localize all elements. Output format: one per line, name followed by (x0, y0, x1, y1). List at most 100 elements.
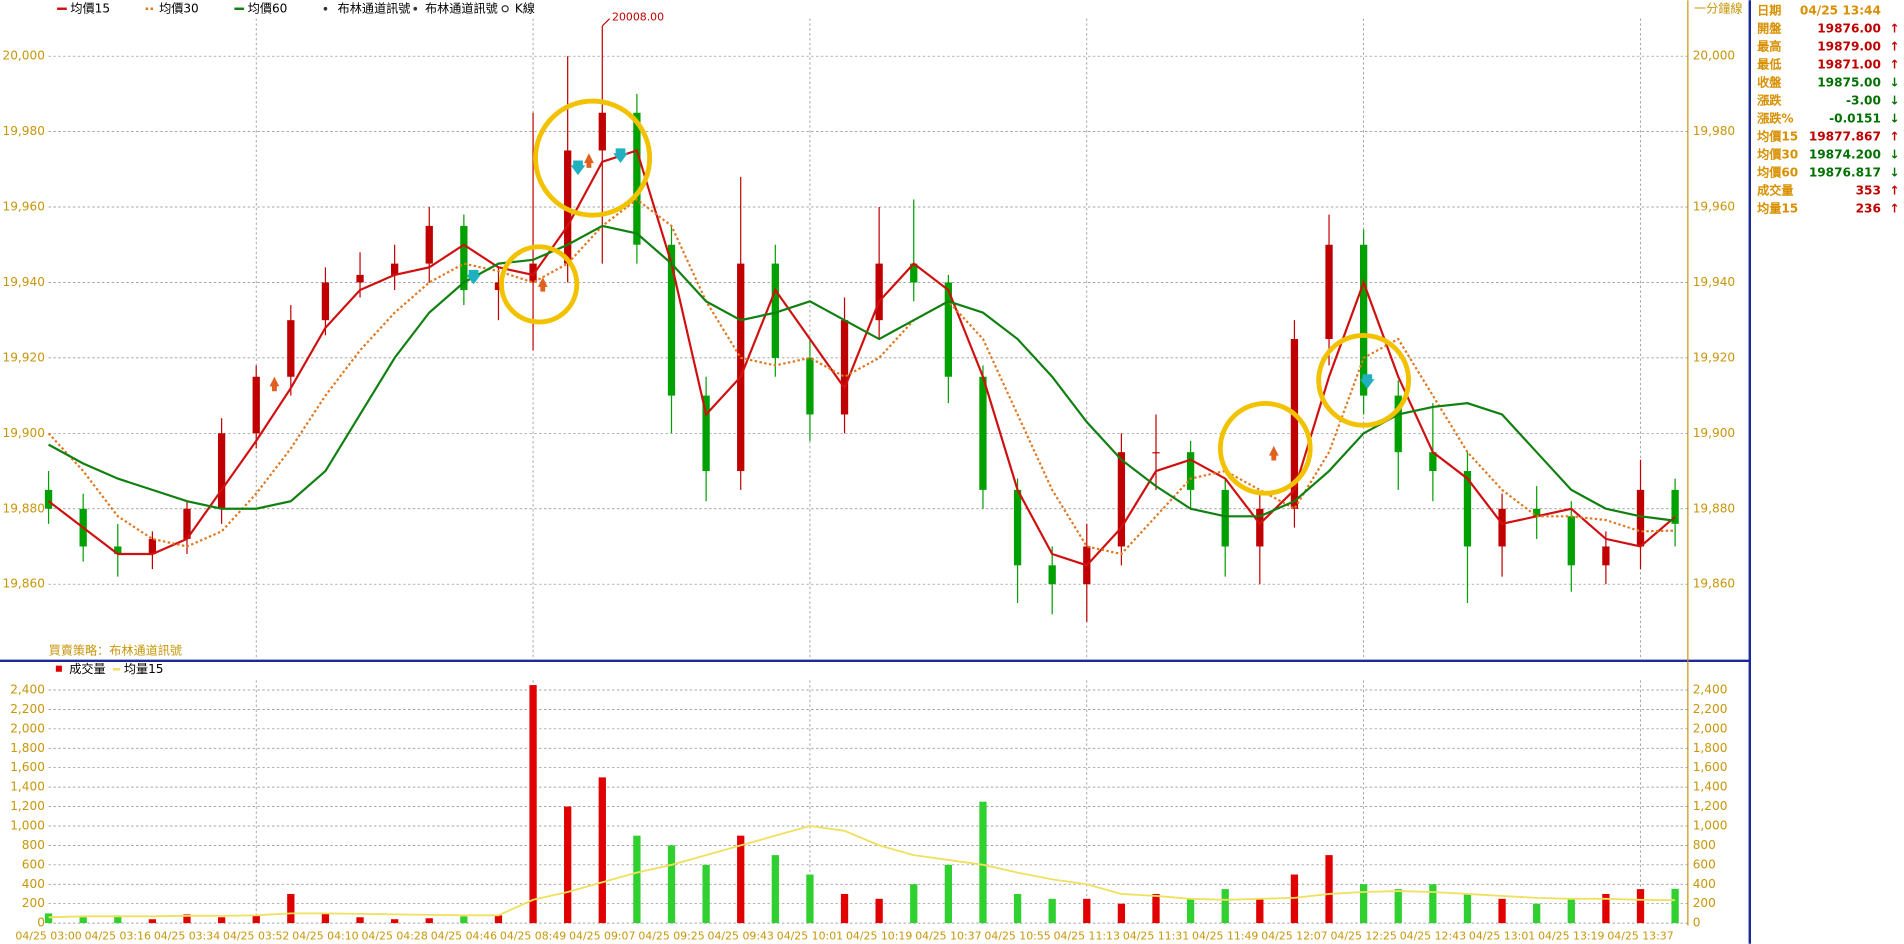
y2-tick-label: 400 (1693, 877, 1716, 891)
volume-ma-line (48, 825, 1676, 919)
y2-tick-label: 0 (1693, 916, 1701, 930)
volume-bar (1533, 903, 1541, 924)
volume-bar (183, 914, 191, 924)
volume-bar (1256, 898, 1264, 924)
x-tick-label: 04/25 03:34 (154, 929, 220, 942)
legend-label: 均量15 (124, 662, 164, 676)
candle-body (1117, 452, 1126, 547)
info-value: -0.0151 (1829, 112, 1881, 126)
candle-body (1636, 489, 1645, 547)
y-tick-label: 800 (22, 838, 45, 852)
x-tick-label: 04/25 09:07 (569, 929, 635, 942)
x-tick-label: 04/25 10:37 (915, 929, 981, 942)
highlight-circle (533, 98, 653, 218)
y2-tick-label: 2,000 (1693, 721, 1728, 735)
candle-body (1602, 546, 1610, 566)
x-tick-label: 04/25 03:16 (85, 929, 151, 942)
volume-bar (1290, 874, 1299, 924)
y-tick-label: 200 (22, 896, 45, 910)
volume-bar (425, 918, 433, 924)
y-tick-label: 2,400 (10, 682, 45, 696)
volume-bar (252, 915, 260, 924)
volume-bar (806, 874, 814, 924)
volume-bar (114, 915, 122, 924)
x-tick-label: 04/25 13:01 (1469, 929, 1535, 942)
highlight-circle (1316, 332, 1411, 428)
peak-leader (601, 18, 611, 27)
info-label: 成交量 (1757, 182, 1793, 197)
y-tick-label: 19,960 (2, 200, 44, 214)
y2-tick-label: 200 (1693, 896, 1716, 910)
x-tick-label: 04/25 04:46 (431, 929, 497, 942)
volume-bar (633, 835, 641, 924)
x-tick-label: 04/25 04:10 (292, 929, 358, 942)
candle-body (633, 112, 641, 245)
candle-body (1394, 395, 1402, 453)
sell-arrow (613, 148, 628, 163)
y2-tick-label: 19,860 (1693, 577, 1735, 591)
info-value: 19876.817 (1809, 165, 1881, 179)
info-label: 均價15 (1757, 128, 1798, 143)
candle-body (598, 112, 606, 151)
legend-label: 布林通道訊號 (425, 0, 498, 15)
x-tick-label: 04/25 08:49 (500, 929, 566, 942)
candle-body (148, 538, 157, 555)
info-arrow: ↑ (1889, 40, 1899, 54)
signal-arrows (269, 148, 1375, 461)
x-tick-label: 04/25 12:25 (1330, 929, 1396, 942)
strategy-label: 買賣策略：布林通道訊號 (49, 643, 182, 658)
volume-bar (356, 917, 364, 924)
x-tick-label: 04/25 10:55 (984, 929, 1050, 942)
legend-label: 均價60 (248, 1, 288, 15)
buy-arrow (537, 277, 548, 292)
volume-bar (1567, 898, 1575, 924)
volume-bar (1394, 889, 1402, 924)
candle-body (1498, 508, 1506, 547)
highlight-circles (499, 98, 1411, 496)
y-tick-label: 1,200 (10, 799, 45, 813)
legend: 均價15 均價30 均價60 布林通道訊號 布林通道訊號 K線 (57, 0, 535, 15)
volume-bar (1602, 893, 1610, 924)
candle-body (494, 282, 503, 291)
y-tick-label: 1,800 (10, 741, 45, 755)
volume-bar (598, 777, 606, 924)
y-tick-label: 1,400 (10, 780, 45, 794)
info-arrow: ↓ (1889, 94, 1899, 108)
candle-body (944, 282, 952, 377)
x-tick-label: 04/25 13:37 (1607, 929, 1673, 942)
highlight-circle (499, 244, 580, 325)
y-tick-label: 20,000 (2, 49, 44, 63)
volume-bar (1152, 893, 1160, 924)
x-tick-label: 04/25 04:28 (361, 929, 427, 942)
info-value: -3.00 (1846, 94, 1881, 108)
x-tick-label: 04/25 03:52 (223, 929, 289, 942)
volume-bar (737, 835, 745, 924)
candle-body (1671, 489, 1679, 524)
grid: 19,860 19,860 19,880 19,880 19,900 19,900 19,9… (2, 18, 1735, 942)
volume-bar (1498, 898, 1506, 924)
volume-bar (979, 801, 987, 924)
legend-swatch (413, 6, 418, 11)
info-arrow: ↑ (1889, 183, 1899, 197)
info-arrow: ↑ (1889, 58, 1899, 72)
legend-label: 布林通道訊號 (338, 0, 411, 15)
x-tick-label: 04/25 03:00 (15, 929, 81, 942)
buy-arrow (1268, 445, 1279, 461)
candle-body (217, 433, 226, 509)
info-arrow: ↓ (1889, 76, 1899, 90)
x-tick-label: 04/25 12:43 (1400, 929, 1466, 942)
candle-body (667, 244, 676, 396)
info-label: 漲跌 (1757, 93, 1782, 108)
volume-bar (910, 884, 918, 924)
info-value: 19874.200 (1809, 147, 1881, 161)
info-arrow: ↓ (1889, 112, 1899, 126)
volume-bar (391, 919, 399, 924)
candle-body (460, 225, 468, 291)
volume-bar (148, 919, 157, 924)
candle-body (44, 489, 53, 509)
candle-body (702, 395, 710, 472)
info-label: 最高 (1757, 39, 1781, 54)
volume-bar (564, 806, 572, 924)
